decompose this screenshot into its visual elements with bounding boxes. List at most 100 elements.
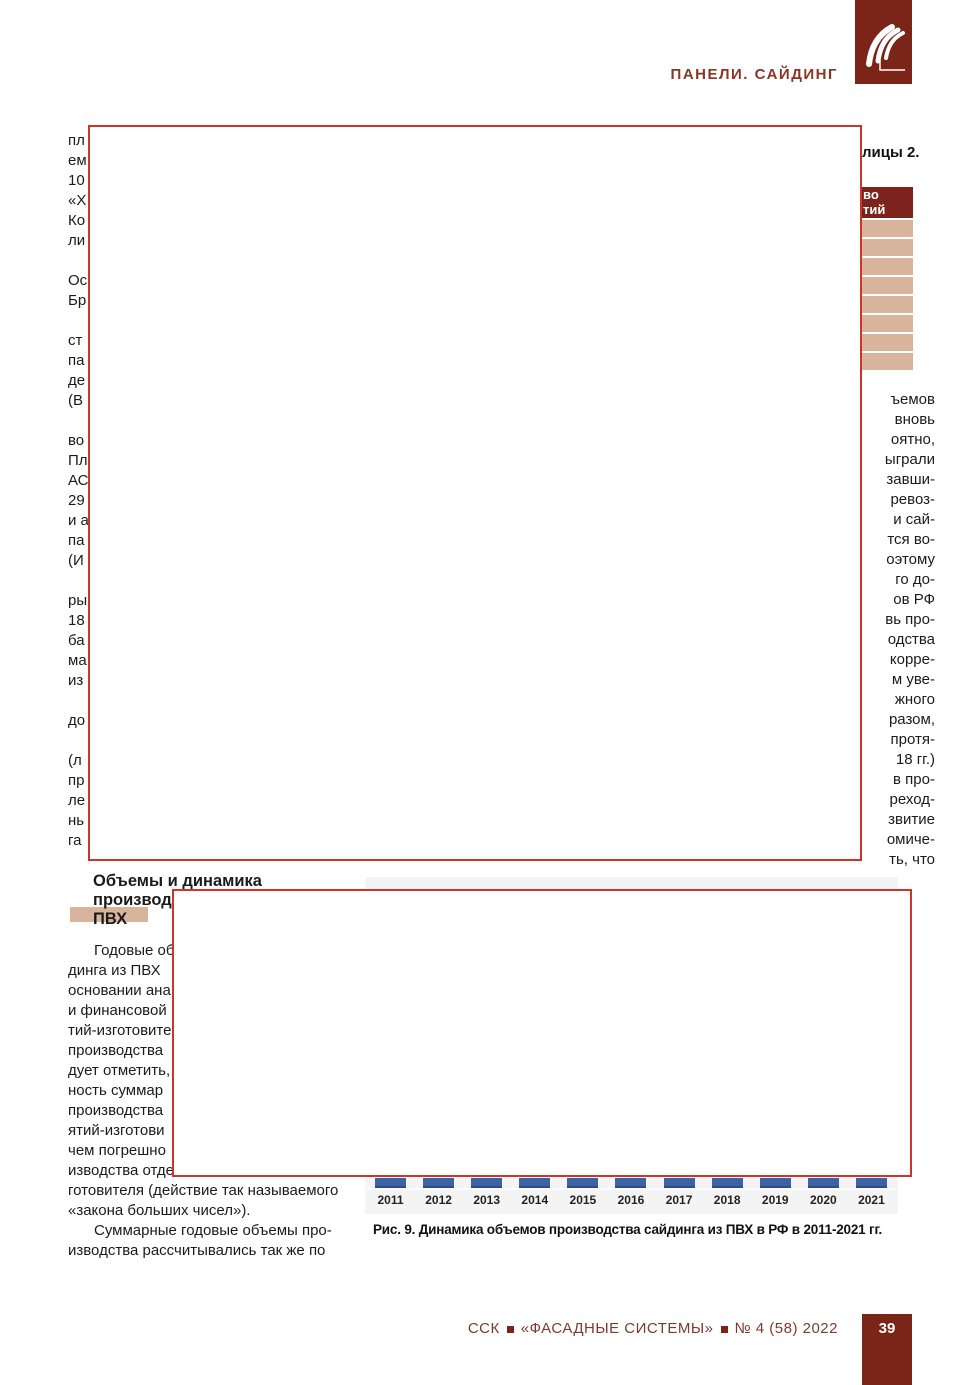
text-fragment: и сай- — [893, 511, 935, 528]
chart-bar — [807, 1178, 839, 1188]
footer-org: ССК — [467, 1320, 500, 1337]
paragraph-line: изводства отде — [68, 1162, 174, 1179]
paragraph-line: изводства рассчитывались так же по — [68, 1242, 326, 1259]
text-fragment: Ко — [68, 212, 86, 229]
text-fragment: оятно, — [890, 431, 935, 448]
left-column-clipped-text: пл ем 10 «Х Ко ли Ос Бр ст па де (В во Пл АС 29 и а па (И р… — [68, 131, 178, 851]
paragraph-line: динга из ПВХ — [68, 962, 161, 979]
chart-bar — [519, 1178, 551, 1188]
x-axis-tick-label: 2013 — [473, 1193, 501, 1207]
text-fragment: звитие — [888, 811, 935, 828]
text-fragment: омиче- — [886, 831, 935, 848]
text-fragment: ба — [68, 632, 85, 649]
text-fragment: во — [68, 432, 85, 449]
text-fragment: го до- — [895, 571, 935, 588]
text-fragment: 18 — [68, 612, 85, 629]
x-axis-tick-label: 2017 — [665, 1193, 693, 1207]
text-fragment: ма — [68, 652, 87, 669]
table-body-rows — [861, 220, 913, 372]
logo-feathers-icon — [866, 24, 905, 71]
paragraph-line: тий-изготовите — [68, 1022, 172, 1039]
table-row — [861, 315, 913, 332]
text-fragment: (л — [68, 752, 82, 769]
text-fragment: нь — [68, 812, 85, 829]
text-fragment: ов РФ — [893, 591, 935, 608]
text-fragment: (И — [68, 552, 84, 569]
chart-bar — [615, 1178, 647, 1188]
page-number: 39 — [878, 1320, 896, 1337]
table-row — [861, 353, 913, 370]
text-fragment: м уве- — [891, 671, 935, 688]
text-fragment: до — [68, 712, 86, 729]
table-header-line2: тий — [863, 202, 886, 217]
text-fragment: ры — [68, 592, 88, 609]
text-fragment: 29 — [68, 492, 85, 509]
text-fragment: вновь — [894, 411, 935, 428]
figure-caption: Рис. 9. Динамика объемов производства са… — [373, 1222, 883, 1237]
table-row — [861, 220, 913, 237]
text-fragment: Ос — [68, 272, 88, 289]
paragraph-line: и финансовой — [68, 1002, 167, 1019]
page-number-badge: 39 — [862, 1314, 912, 1385]
chart-bars — [375, 1178, 887, 1188]
text-fragment: «Х — [68, 192, 87, 209]
redaction-box-1 — [88, 125, 862, 861]
paragraph-line: «закона больших чисел»). — [68, 1202, 251, 1219]
text-fragment: реход- — [889, 791, 935, 808]
footer-issue: № 4 (58) 2022 — [734, 1320, 838, 1337]
paragraph-line: ность суммар — [68, 1082, 164, 1099]
chart-bar — [567, 1178, 599, 1188]
text-fragment: па — [68, 532, 85, 549]
table-row — [861, 258, 913, 275]
paragraph-line: Суммарные годовые объемы про- — [94, 1222, 332, 1239]
table-row — [861, 277, 913, 294]
chart-bar — [759, 1178, 791, 1188]
x-axis-tick-label: 2019 — [761, 1193, 789, 1207]
text-fragment: ревоз- — [890, 491, 935, 508]
chart-bar — [663, 1178, 695, 1188]
text-fragment: ъемов — [890, 391, 935, 408]
text-fragment: пл — [68, 132, 85, 149]
text-fragment: ть, что — [889, 851, 935, 868]
text-fragment: ем — [68, 152, 87, 169]
footer-magazine: «ФАСАДНЫЕ СИСТЕМЫ» — [520, 1320, 714, 1337]
text-fragment: Пл — [68, 452, 88, 469]
text-fragment: протя- — [890, 731, 935, 748]
footer: ССК «ФАСАДНЫЕ СИСТЕМЫ» № 4 (58) 2022 — [468, 1320, 838, 1337]
bullet-square-icon — [506, 1325, 514, 1333]
text-fragment: (В — [68, 392, 83, 409]
text-fragment: оэтому — [886, 551, 935, 568]
x-axis-tick-label: 2018 — [713, 1193, 741, 1207]
x-axis-tick-label: 2012 — [425, 1193, 452, 1207]
paragraph-line: ятий-изготови — [68, 1122, 165, 1139]
section-heading: Объемы и динамика производ ПВХ — [93, 872, 262, 929]
text-fragment: Бр — [68, 292, 87, 309]
paragraph-line: основании ана — [68, 982, 171, 999]
text-fragment: ыграли — [884, 451, 935, 468]
text-fragment: тся во- — [887, 531, 935, 548]
publisher-logo — [855, 0, 912, 84]
chart-bar — [375, 1178, 406, 1188]
paragraph-line: Годовые об — [94, 942, 175, 959]
chart-baseline — [365, 1188, 898, 1190]
section-heading-line2: производ — [93, 891, 172, 909]
x-axis-tick-label: 2016 — [617, 1193, 645, 1207]
right-column-clipped-text: ъемов вновь оятно, ыграли завши-ревоз-и сай-… — [858, 390, 935, 870]
body-paragraph: Годовые об динга из ПВХ основании ана и фин… — [68, 941, 348, 1261]
text-fragment: де — [68, 372, 86, 389]
text-fragment: па — [68, 352, 85, 369]
text-fragment: в про- — [893, 771, 935, 788]
text-fragment: одства — [887, 631, 935, 648]
text-fragment: разом, — [888, 711, 935, 728]
heading-highlight-bar — [70, 907, 148, 922]
chart-bar — [855, 1178, 887, 1188]
bullet-square-icon — [720, 1325, 728, 1333]
text-fragment: и а — [68, 512, 89, 529]
paragraph-line: дует отметить, — [68, 1062, 171, 1079]
x-axis-tick-label: 2020 — [809, 1193, 837, 1207]
x-axis-tick-label: 2015 — [569, 1193, 597, 1207]
paragraph-line: чем погрешно — [68, 1142, 166, 1159]
paragraph-line: производства — [68, 1042, 164, 1059]
text-fragment: из — [68, 672, 84, 689]
text-fragment: завши- — [886, 471, 935, 488]
